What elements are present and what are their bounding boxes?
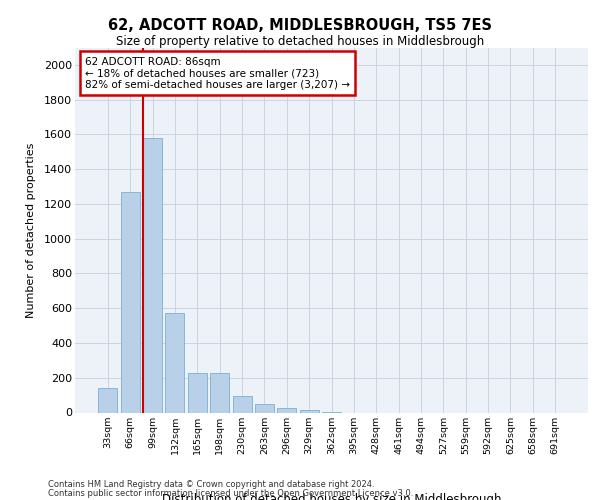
Bar [121,192,140,412]
Bar [210,374,229,412]
Text: Contains HM Land Registry data © Crown copyright and database right 2024.: Contains HM Land Registry data © Crown c… [48,480,374,489]
Bar [166,314,184,412]
Bar [299,410,319,412]
Text: 62, ADCOTT ROAD, MIDDLESBROUGH, TS5 7ES: 62, ADCOTT ROAD, MIDDLESBROUGH, TS5 7ES [108,18,492,32]
Bar [277,408,296,412]
Text: Contains public sector information licensed under the Open Government Licence v3: Contains public sector information licen… [48,490,413,498]
X-axis label: Distribution of detached houses by size in Middlesbrough: Distribution of detached houses by size … [162,492,501,500]
Y-axis label: Number of detached properties: Number of detached properties [26,142,36,318]
Bar [143,138,162,412]
Bar [233,396,251,412]
Text: 62 ADCOTT ROAD: 86sqm
← 18% of detached houses are smaller (723)
82% of semi-det: 62 ADCOTT ROAD: 86sqm ← 18% of detached … [85,56,350,90]
Text: Size of property relative to detached houses in Middlesbrough: Size of property relative to detached ho… [116,35,484,48]
Bar [188,374,207,412]
Bar [98,388,118,412]
Bar [255,404,274,412]
